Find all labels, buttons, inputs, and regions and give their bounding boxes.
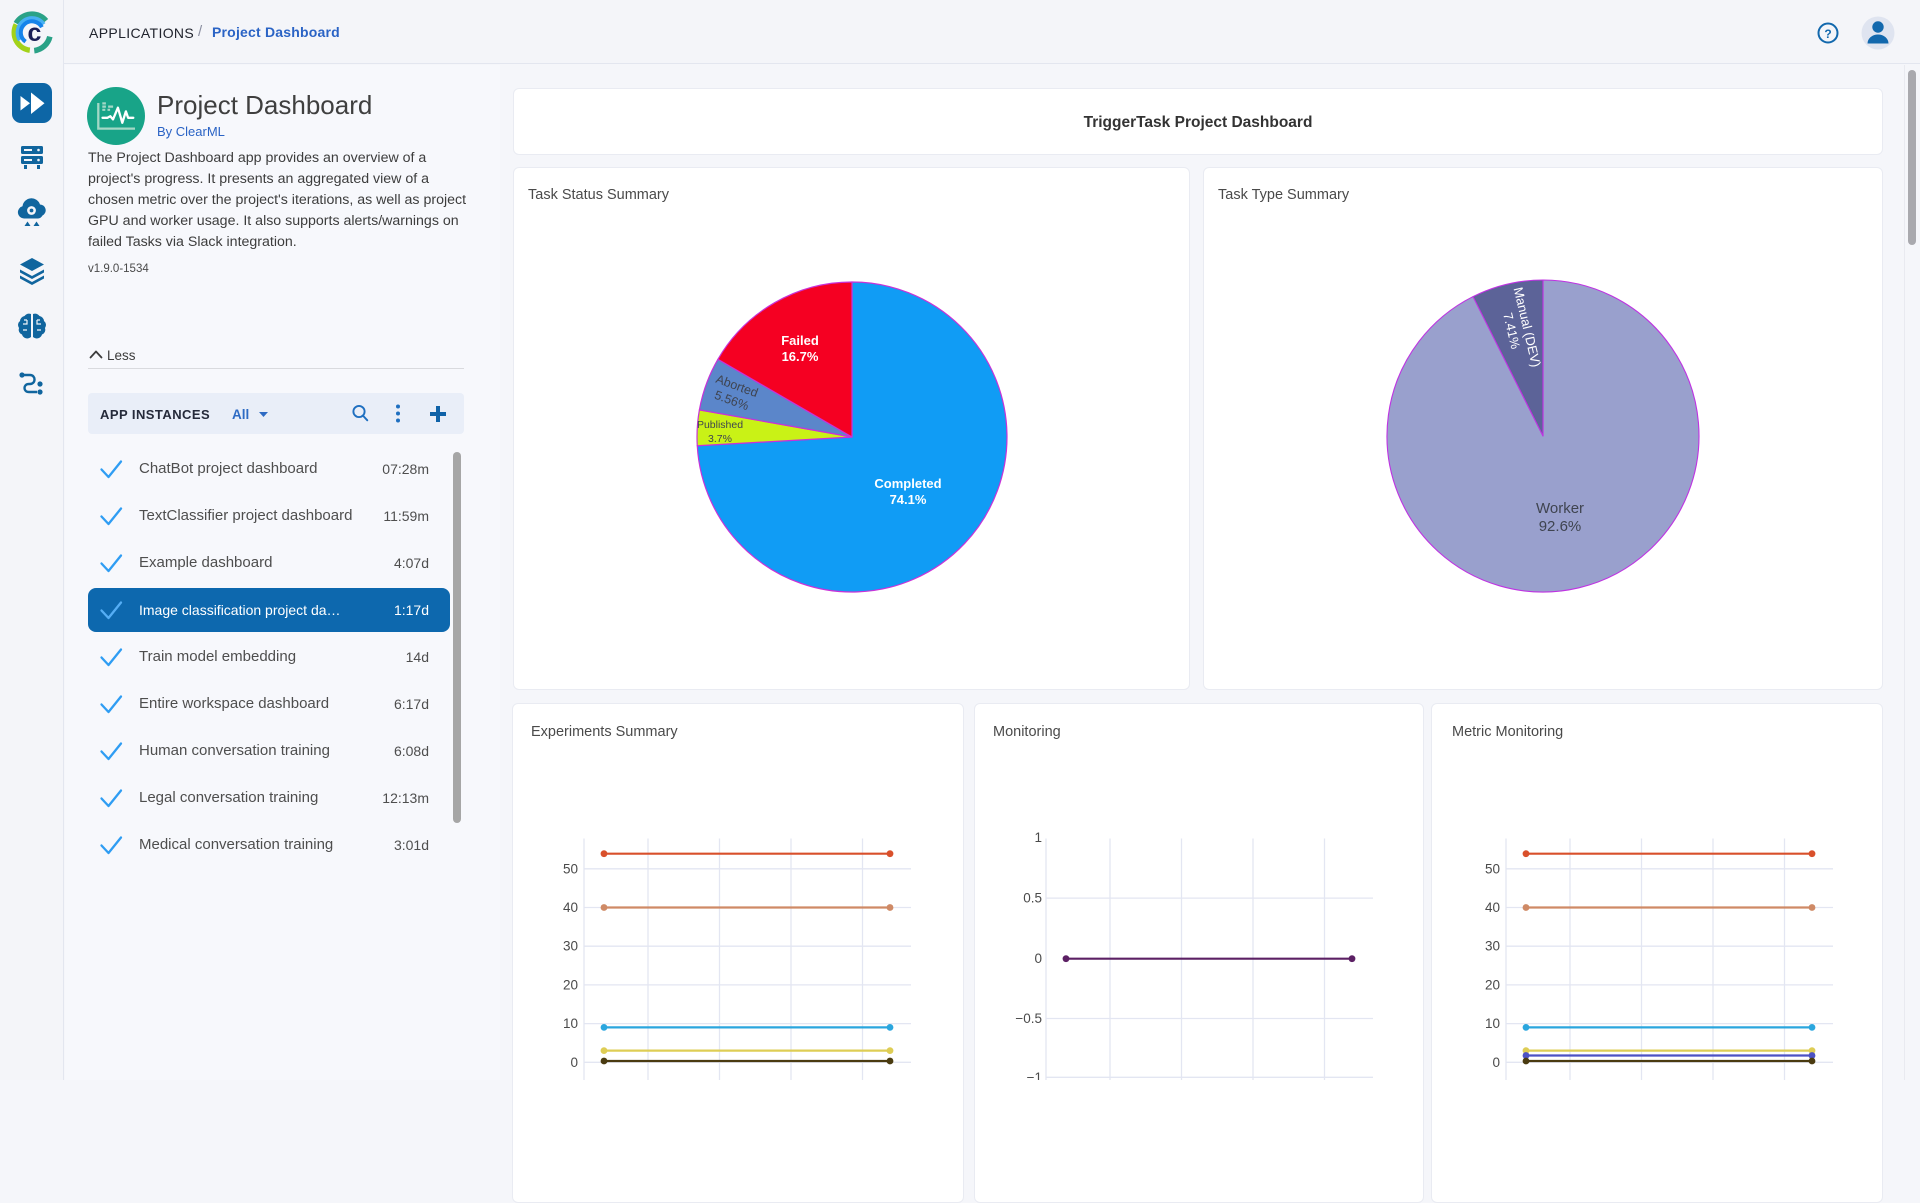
svg-text:40: 40 bbox=[1485, 900, 1500, 915]
svg-text:0: 0 bbox=[570, 1055, 578, 1070]
svg-text:50: 50 bbox=[1485, 861, 1500, 876]
svg-text:20: 20 bbox=[563, 977, 578, 992]
svg-text:92.6%: 92.6% bbox=[1539, 518, 1582, 535]
svg-text:40: 40 bbox=[563, 900, 578, 915]
svg-text:10: 10 bbox=[563, 1016, 578, 1031]
svg-text:Failed: Failed bbox=[781, 333, 819, 348]
svg-text:0.5: 0.5 bbox=[1023, 891, 1042, 906]
svg-text:Worker: Worker bbox=[1536, 500, 1584, 517]
svg-text:−1: −1 bbox=[1027, 1070, 1042, 1080]
svg-text:74.1%: 74.1% bbox=[890, 492, 927, 507]
svg-text:20: 20 bbox=[1485, 977, 1500, 992]
svg-text:30: 30 bbox=[1485, 939, 1500, 954]
svg-text:30: 30 bbox=[563, 939, 578, 954]
svg-text:?: ? bbox=[1824, 27, 1831, 41]
svg-text:3.7%: 3.7% bbox=[708, 433, 732, 445]
svg-text:50: 50 bbox=[563, 861, 578, 876]
svg-text:1: 1 bbox=[1034, 830, 1042, 845]
svg-text:10: 10 bbox=[1485, 1016, 1500, 1031]
svg-text:0: 0 bbox=[1492, 1055, 1500, 1070]
svg-text:0: 0 bbox=[1034, 951, 1042, 966]
svg-text:16.7%: 16.7% bbox=[782, 349, 819, 364]
svg-text:c: c bbox=[28, 19, 42, 47]
svg-text:Completed: Completed bbox=[874, 476, 941, 491]
svg-text:−0.5: −0.5 bbox=[1015, 1011, 1042, 1026]
svg-text:Published: Published bbox=[697, 419, 743, 431]
